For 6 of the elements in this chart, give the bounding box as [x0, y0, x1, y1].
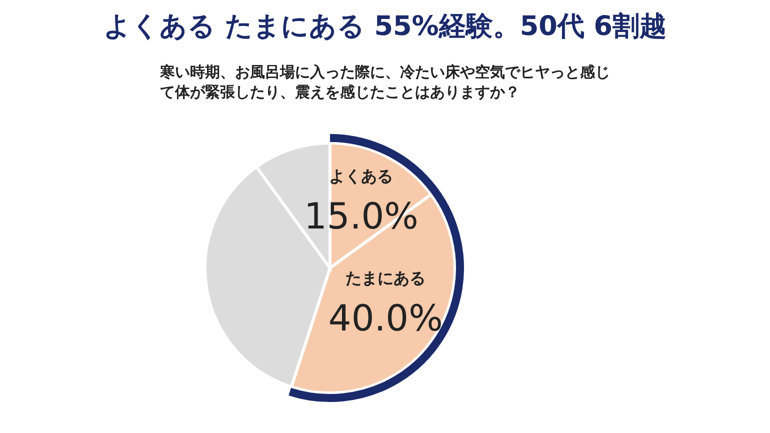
chart-subtitle: 寒い時期、お風呂場に入った際に、冷たい床や空気でヒヤっと感じて体が緊張したり、震えを感じたことはありますか？: [160, 62, 610, 102]
slice-label: よくある: [329, 166, 394, 186]
slice-label: たまにある: [346, 268, 426, 288]
data-label: 40.0%: [328, 298, 443, 340]
chart-title: よくある たまにある 55%経験。50代 6割越: [102, 10, 668, 44]
data-label: 15.0%: [304, 196, 418, 238]
